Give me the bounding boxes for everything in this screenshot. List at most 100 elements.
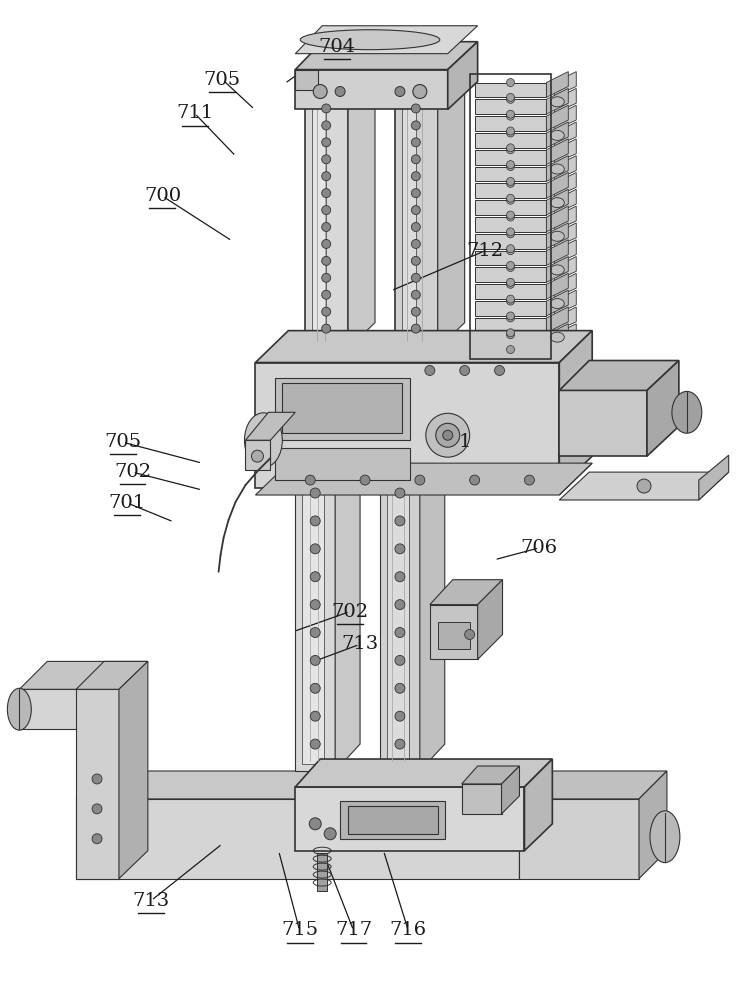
Circle shape xyxy=(395,516,405,526)
Polygon shape xyxy=(554,307,576,332)
Polygon shape xyxy=(475,217,547,232)
Circle shape xyxy=(411,206,420,215)
Circle shape xyxy=(360,475,370,485)
Circle shape xyxy=(322,155,331,164)
Circle shape xyxy=(311,655,320,665)
Circle shape xyxy=(426,413,470,457)
Ellipse shape xyxy=(672,391,702,433)
Polygon shape xyxy=(554,257,576,281)
Circle shape xyxy=(411,290,420,299)
Text: 717: 717 xyxy=(335,921,372,939)
Circle shape xyxy=(507,211,514,219)
Circle shape xyxy=(411,189,420,198)
Circle shape xyxy=(524,475,535,485)
Circle shape xyxy=(322,121,331,130)
Circle shape xyxy=(507,230,514,238)
Polygon shape xyxy=(475,335,547,350)
Circle shape xyxy=(311,572,320,582)
Polygon shape xyxy=(462,784,502,814)
Circle shape xyxy=(443,430,453,440)
Bar xyxy=(317,853,327,891)
Circle shape xyxy=(507,262,514,269)
Polygon shape xyxy=(475,200,547,215)
Polygon shape xyxy=(76,661,148,689)
Circle shape xyxy=(413,85,427,98)
Polygon shape xyxy=(559,331,592,488)
Circle shape xyxy=(411,324,420,333)
Circle shape xyxy=(311,739,320,749)
Circle shape xyxy=(507,93,514,101)
Polygon shape xyxy=(447,42,478,109)
Polygon shape xyxy=(547,88,569,114)
Polygon shape xyxy=(559,463,592,495)
Ellipse shape xyxy=(8,688,32,730)
Polygon shape xyxy=(475,99,547,114)
Circle shape xyxy=(507,213,514,221)
Circle shape xyxy=(92,804,102,814)
Circle shape xyxy=(322,206,331,215)
Circle shape xyxy=(411,155,420,164)
Ellipse shape xyxy=(550,198,564,208)
Circle shape xyxy=(311,488,320,498)
Circle shape xyxy=(395,711,405,721)
Polygon shape xyxy=(554,290,576,315)
Bar xyxy=(387,465,409,764)
Circle shape xyxy=(507,179,514,187)
Circle shape xyxy=(311,600,320,610)
Polygon shape xyxy=(547,122,569,148)
Polygon shape xyxy=(524,759,553,851)
Circle shape xyxy=(507,280,514,288)
Circle shape xyxy=(411,138,420,147)
Circle shape xyxy=(435,423,459,447)
Polygon shape xyxy=(547,72,569,97)
Polygon shape xyxy=(547,156,569,181)
Circle shape xyxy=(314,85,327,98)
Polygon shape xyxy=(296,26,478,54)
Circle shape xyxy=(395,600,405,610)
Polygon shape xyxy=(559,390,647,456)
Polygon shape xyxy=(475,267,547,282)
Polygon shape xyxy=(547,273,569,299)
Polygon shape xyxy=(420,433,444,771)
Polygon shape xyxy=(475,234,547,249)
Circle shape xyxy=(395,488,405,498)
Polygon shape xyxy=(502,766,520,814)
Circle shape xyxy=(507,161,514,169)
Circle shape xyxy=(507,110,514,118)
Circle shape xyxy=(395,683,405,693)
Circle shape xyxy=(305,475,315,485)
Circle shape xyxy=(507,194,514,202)
Text: 702: 702 xyxy=(331,603,368,621)
Circle shape xyxy=(507,329,514,337)
Circle shape xyxy=(507,196,514,204)
Bar xyxy=(312,94,326,343)
Polygon shape xyxy=(256,363,559,488)
Circle shape xyxy=(507,314,514,322)
Ellipse shape xyxy=(244,413,282,468)
Text: 702: 702 xyxy=(114,463,151,481)
Circle shape xyxy=(395,655,405,665)
Polygon shape xyxy=(76,771,547,799)
Ellipse shape xyxy=(550,265,564,275)
Ellipse shape xyxy=(550,130,564,140)
Text: 715: 715 xyxy=(281,921,318,939)
Ellipse shape xyxy=(550,164,564,174)
Polygon shape xyxy=(647,361,679,456)
Circle shape xyxy=(395,628,405,637)
Circle shape xyxy=(507,312,514,320)
Circle shape xyxy=(322,324,331,333)
Polygon shape xyxy=(547,206,569,232)
Polygon shape xyxy=(520,799,639,879)
Circle shape xyxy=(322,138,331,147)
Polygon shape xyxy=(475,183,547,198)
Text: 706: 706 xyxy=(521,539,558,557)
Circle shape xyxy=(335,87,345,96)
Bar xyxy=(340,801,444,839)
Circle shape xyxy=(92,774,102,784)
Polygon shape xyxy=(475,284,547,299)
Text: 711: 711 xyxy=(176,104,214,122)
Polygon shape xyxy=(559,472,729,500)
Bar xyxy=(402,94,416,343)
Circle shape xyxy=(507,163,514,171)
Circle shape xyxy=(322,307,331,316)
